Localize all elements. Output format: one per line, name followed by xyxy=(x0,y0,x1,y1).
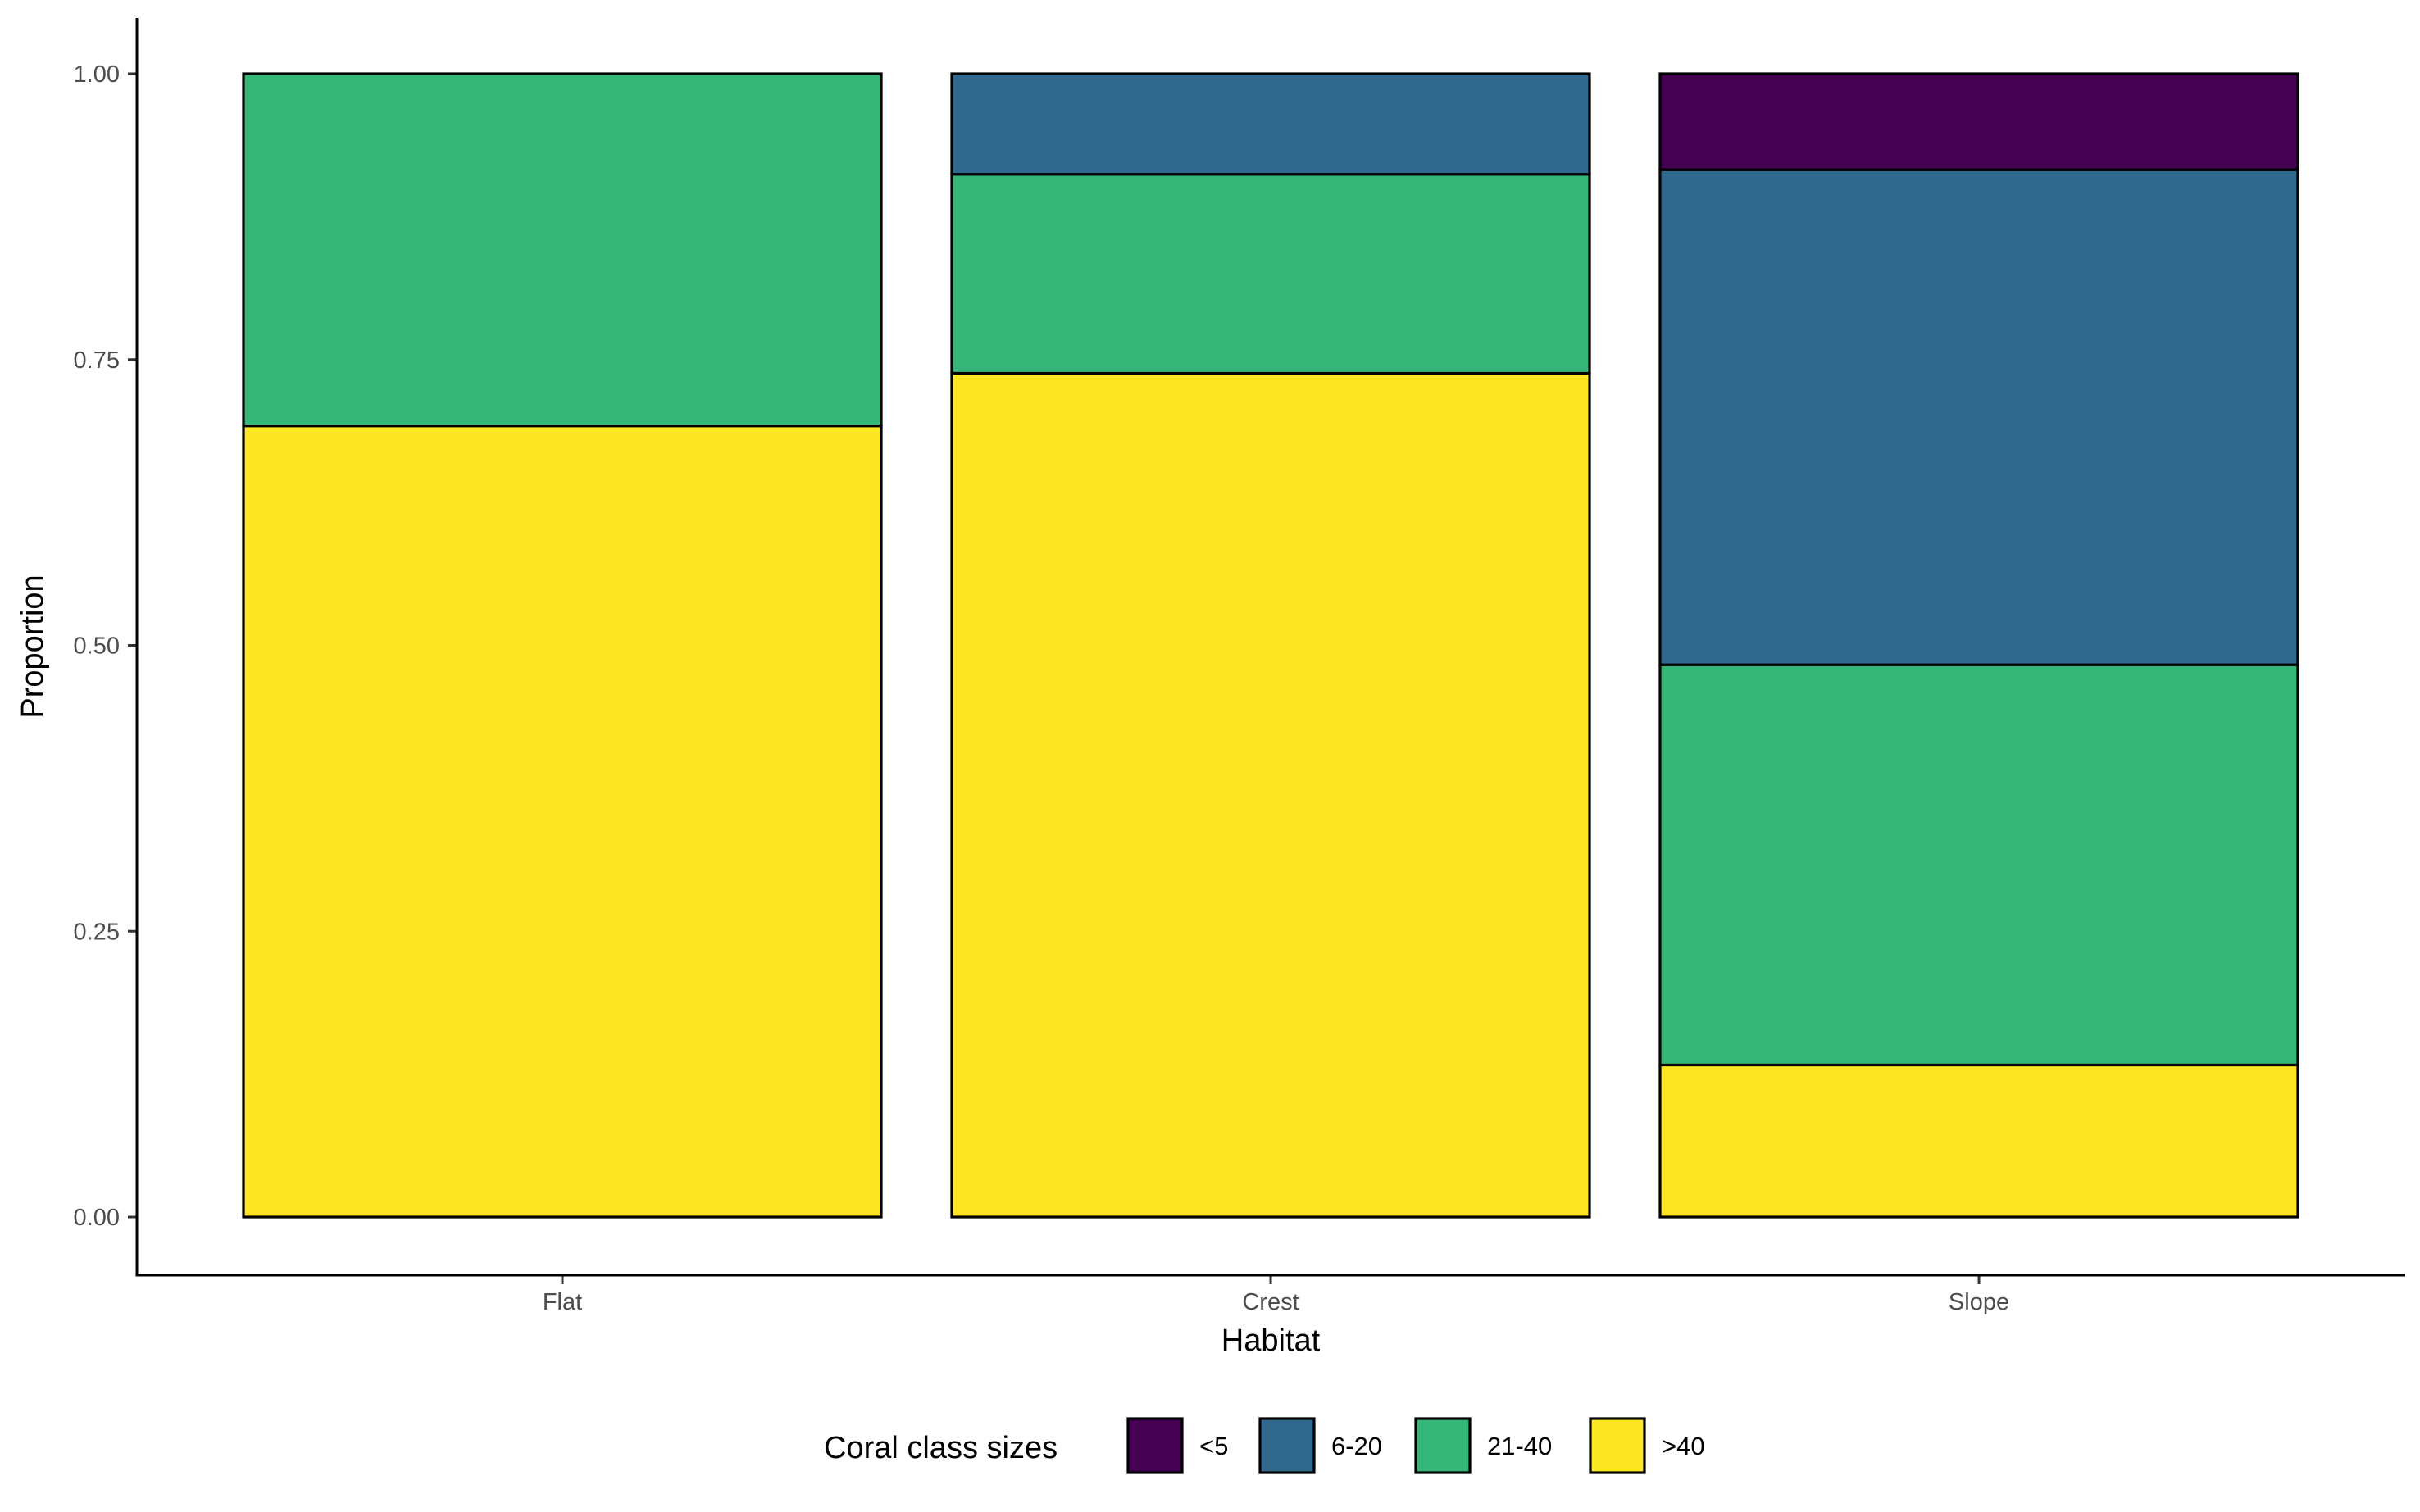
bar-slope-segment-2 xyxy=(1658,663,2299,1067)
legend-key xyxy=(1126,1417,1184,1474)
y-axis-title: Proportion xyxy=(16,574,50,718)
bar-flat-segment-2 xyxy=(242,72,883,428)
legend-key xyxy=(1589,1417,1646,1474)
legend-key xyxy=(1258,1417,1316,1474)
bar-crest-segment-1 xyxy=(950,72,1591,176)
bar-flat-segment-3 xyxy=(242,425,883,1219)
legend-label: 21-40 xyxy=(1487,1432,1552,1460)
y-tick-label: 0.75 xyxy=(74,347,120,374)
bar-slope-segment-0 xyxy=(1658,72,2299,171)
x-tick-label: Flat xyxy=(543,1289,582,1315)
legend-label: 6-20 xyxy=(1331,1432,1382,1460)
y-tick-label: 1.00 xyxy=(74,61,120,88)
x-tick-label: Slope xyxy=(1949,1289,2009,1315)
bar-slope-segment-3 xyxy=(1658,1063,2299,1219)
legend-label: >40 xyxy=(1662,1432,1705,1460)
legend-key xyxy=(1414,1417,1472,1474)
bar-crest-segment-2 xyxy=(950,173,1591,375)
bar-slope-segment-1 xyxy=(1658,168,2299,666)
legend: Coral class sizes <5 6-20 21-40 >40 xyxy=(824,1417,1705,1474)
y-axis-ticks: 0.00 0.25 0.50 0.75 1.00 xyxy=(74,61,137,1231)
x-axis-ticks: Flat Crest Slope xyxy=(543,1275,2009,1315)
legend-label: <5 xyxy=(1199,1432,1228,1460)
legend-title: Coral class sizes xyxy=(824,1431,1058,1465)
y-tick-label: 0.00 xyxy=(74,1205,120,1231)
y-tick-label: 0.25 xyxy=(74,919,120,945)
bars-layer xyxy=(242,72,2299,1219)
x-tick-label: Crest xyxy=(1242,1289,1299,1315)
x-axis-title: Habitat xyxy=(1221,1324,1321,1358)
bar-crest-segment-3 xyxy=(950,371,1591,1219)
y-tick-label: 0.50 xyxy=(74,633,120,660)
